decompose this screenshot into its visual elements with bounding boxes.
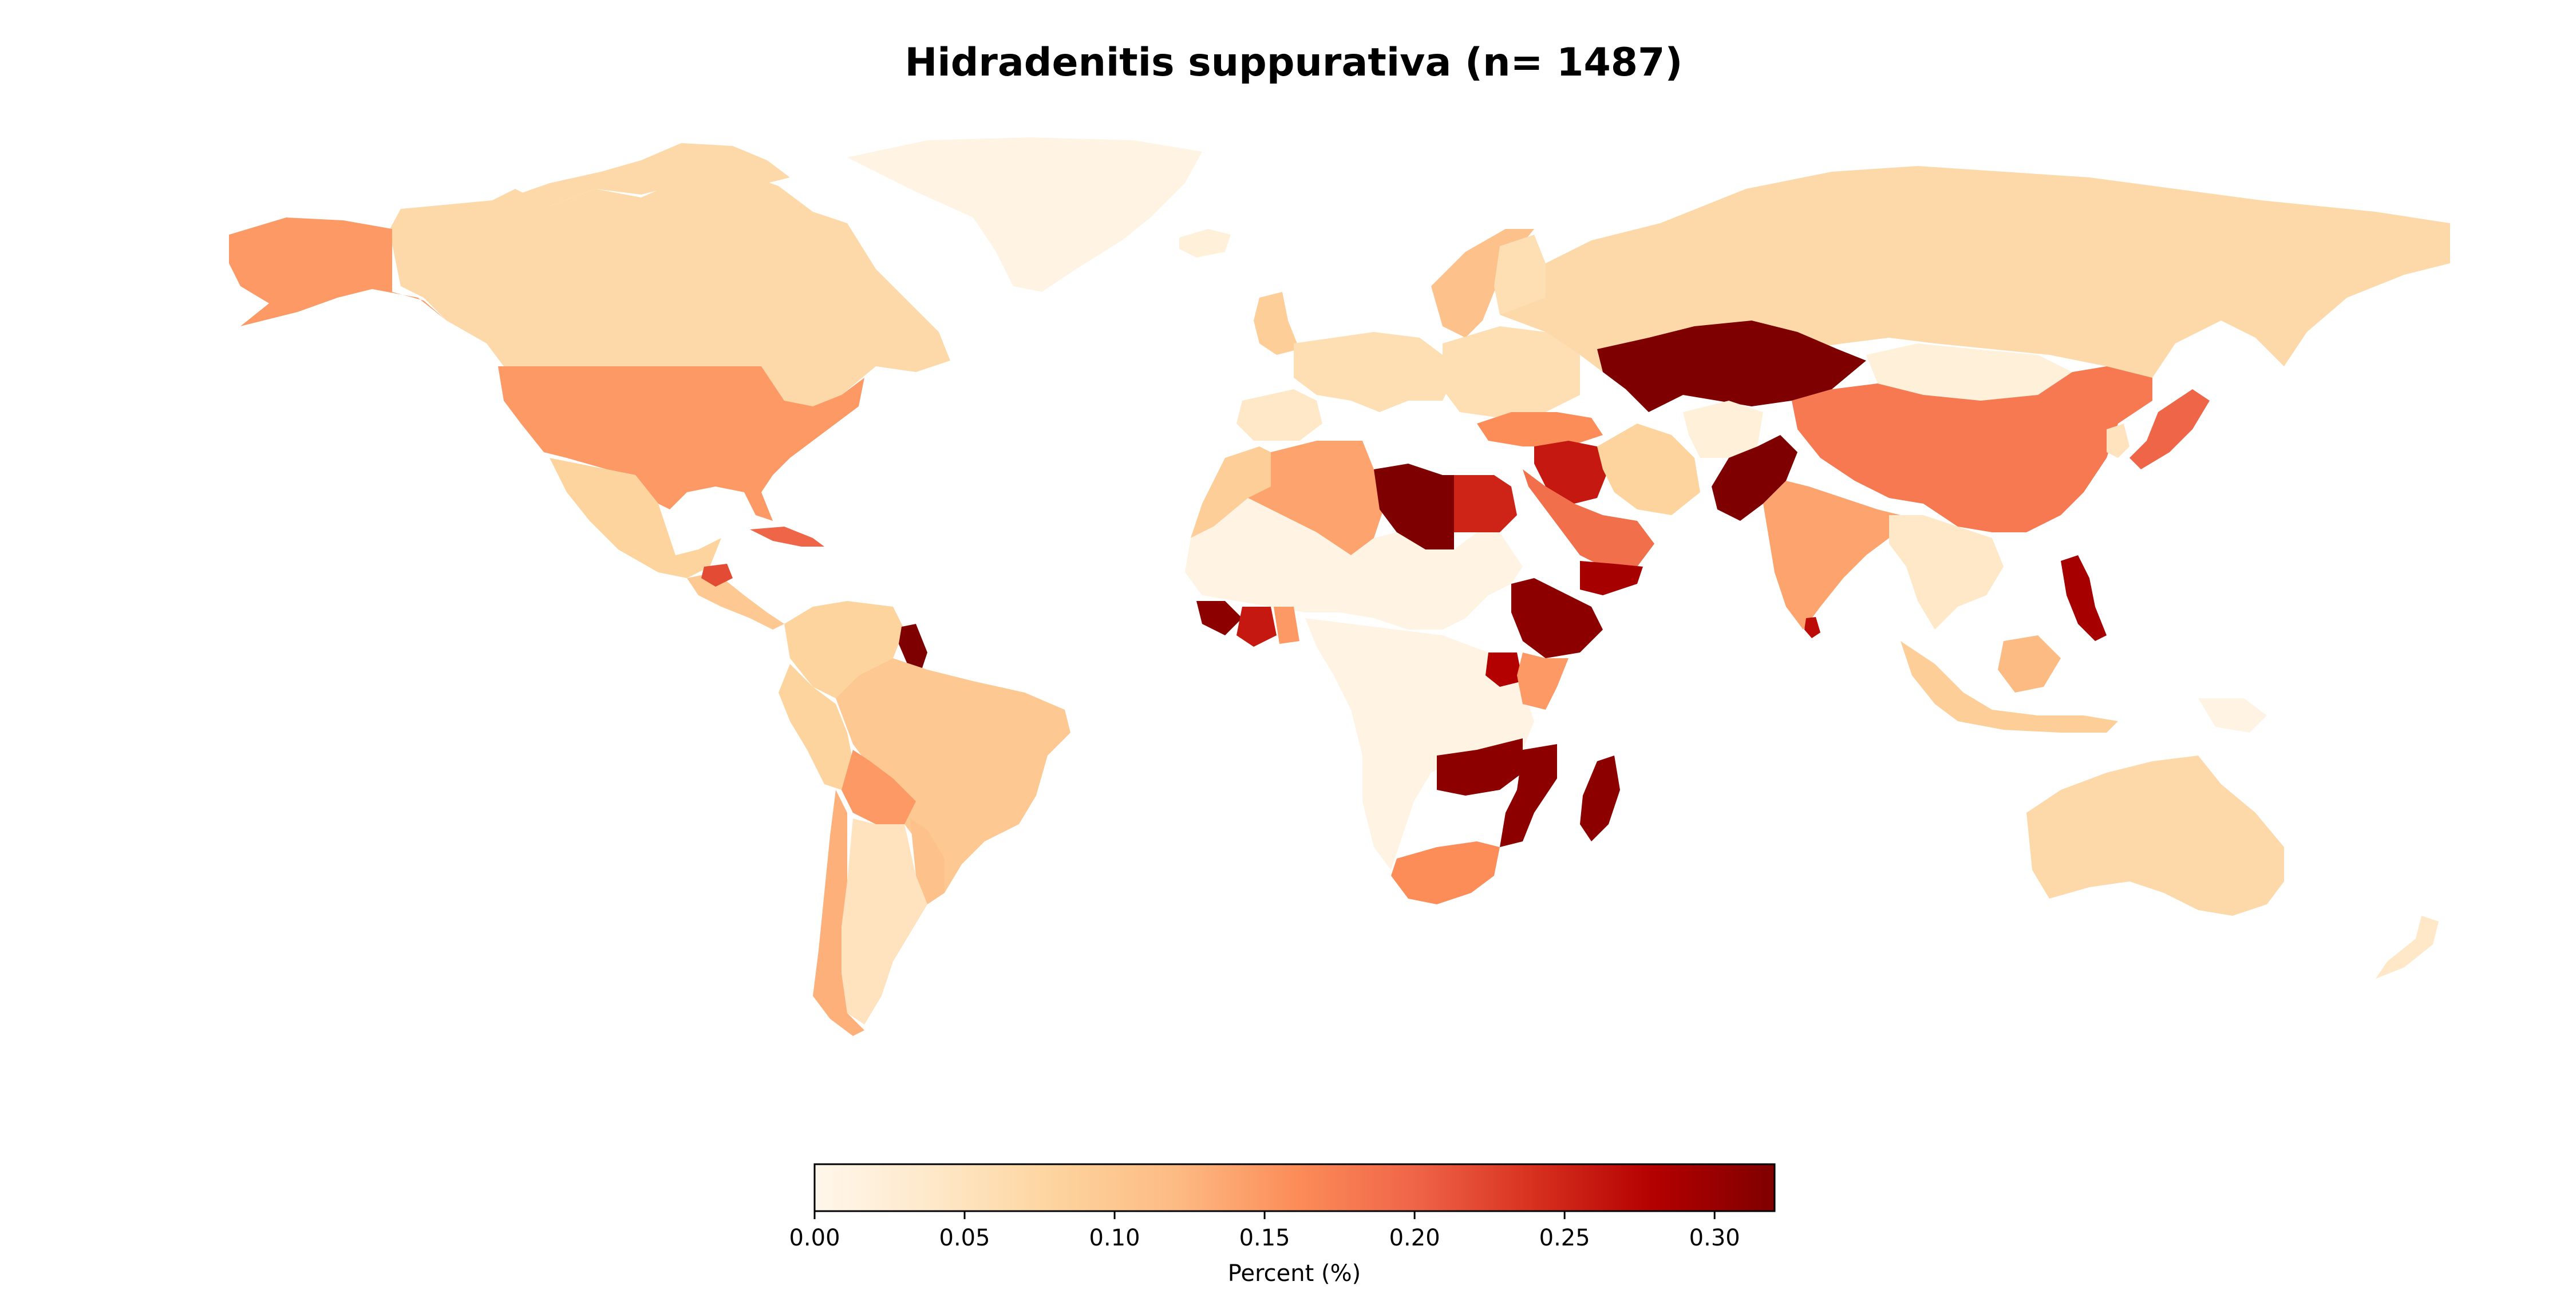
- region-canada-islands: [492, 143, 790, 206]
- region-indonesia: [1901, 641, 2118, 733]
- region-ghana: [1274, 607, 1299, 644]
- colorbar-tick-label: 0.10: [1089, 1225, 1140, 1251]
- region-colombia-venezuela: [784, 601, 904, 698]
- region-libya: [1374, 464, 1454, 549]
- region-algeria: [1248, 441, 1385, 555]
- region-papua-new-guinea: [2198, 698, 2267, 733]
- region-eastern-europe: [1443, 326, 1580, 418]
- region-india: [1763, 481, 1901, 630]
- region-sri-lanka: [1804, 617, 1820, 638]
- region-cote-divoire: [1236, 607, 1277, 647]
- colorbar: 0.00 0.05 0.10 0.15 0.20 0.25 0.30 Percent (%): [789, 1163, 1776, 1287]
- region-iceland: [1179, 229, 1231, 258]
- region-saudi-arabia: [1523, 469, 1654, 567]
- region-ethiopia: [1511, 578, 1603, 658]
- region-liberia: [1196, 601, 1242, 635]
- region-korea: [2107, 424, 2129, 458]
- region-chile: [813, 790, 864, 1036]
- region-kazakhstan: [1597, 321, 1866, 412]
- region-south-africa: [1391, 841, 1500, 904]
- region-argentina: [841, 818, 927, 1025]
- region-honduras: [701, 564, 733, 587]
- region-peru: [779, 664, 853, 790]
- region-egypt: [1454, 475, 1517, 532]
- region-greenland: [847, 137, 1202, 292]
- region-australia: [2026, 756, 2284, 916]
- region-brazil: [836, 658, 1070, 893]
- region-philippines: [2061, 555, 2107, 641]
- region-zambia-malawi: [1437, 738, 1523, 796]
- world-map: [229, 137, 2450, 1036]
- region-borneo: [1998, 635, 2061, 693]
- region-afghanistan: [1683, 401, 1763, 458]
- region-turkey: [1477, 412, 1603, 446]
- colorbar-tick-label: 0.20: [1389, 1225, 1440, 1251]
- colorbar-ticks: 0.00 0.05 0.10 0.15 0.20 0.25 0.30: [789, 1211, 1740, 1251]
- region-iraq-syria: [1534, 441, 1609, 504]
- colorbar-label: Percent (%): [1228, 1260, 1361, 1287]
- region-iberia: [1236, 389, 1322, 441]
- colorbar-tick-label: 0.00: [789, 1225, 840, 1251]
- region-central-america: [687, 572, 784, 630]
- region-kenya: [1517, 652, 1568, 710]
- region-yemen: [1580, 561, 1643, 595]
- region-canada: [389, 172, 950, 412]
- region-alaska: [229, 217, 447, 326]
- region-iran: [1597, 424, 1700, 515]
- region-uganda: [1485, 652, 1523, 687]
- region-sahara-sahel: [1185, 498, 1523, 630]
- region-morocco: [1191, 446, 1282, 538]
- region-china: [1792, 366, 2152, 532]
- region-mexico: [550, 458, 721, 578]
- region-finland: [1494, 235, 1546, 321]
- region-japan: [2129, 389, 2210, 469]
- chart-title: Hidradenitis suppurativa (n= 1487): [904, 40, 1682, 85]
- colorbar-tick-label: 0.25: [1539, 1225, 1590, 1251]
- region-new-zealand: [2376, 916, 2439, 979]
- colorbar-tick-label: 0.15: [1239, 1225, 1290, 1251]
- region-western-europe: [1294, 332, 1454, 412]
- region-madagascar: [1580, 756, 1620, 841]
- colorbar-tick-label: 0.05: [939, 1225, 990, 1251]
- region-cuba: [750, 527, 824, 547]
- region-bolivia: [841, 750, 916, 824]
- region-mozambique: [1500, 744, 1557, 847]
- region-united-states: [498, 366, 864, 521]
- region-pakistan: [1712, 435, 1797, 521]
- region-southeast-asia: [1889, 515, 2004, 630]
- region-mongolia: [1866, 343, 2072, 401]
- region-united-kingdom: [1254, 292, 1299, 355]
- region-guyana: [899, 624, 927, 670]
- colorbar-tick-label: 0.30: [1689, 1225, 1740, 1251]
- region-central-africa: [1305, 618, 1534, 870]
- colorbar-gradient: [813, 1163, 1776, 1212]
